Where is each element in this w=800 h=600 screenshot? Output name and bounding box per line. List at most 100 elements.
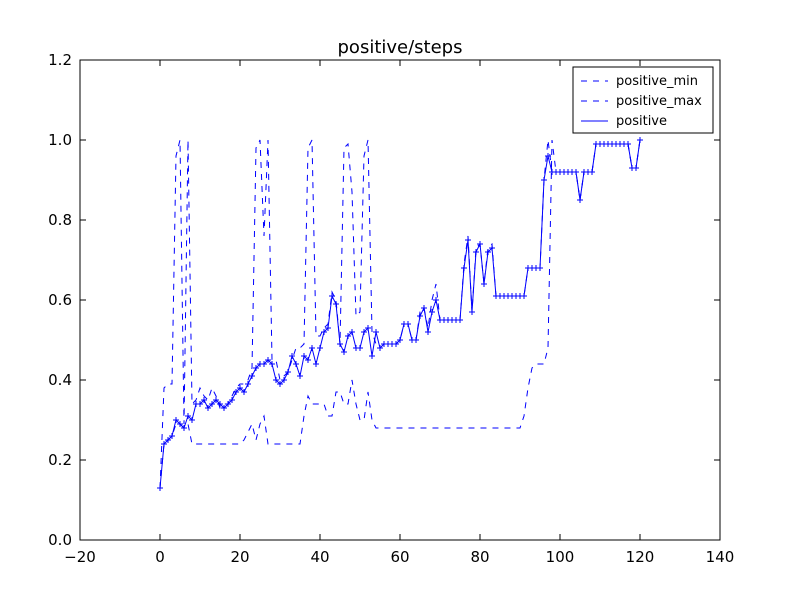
data-point [349, 329, 355, 335]
data-point [161, 441, 167, 447]
data-point [457, 317, 463, 323]
data-point [293, 361, 299, 367]
legend: positive_min positive_max positive [572, 66, 714, 134]
data-point [325, 325, 331, 331]
data-point [281, 377, 287, 383]
data-point [477, 241, 483, 247]
data-point [273, 377, 279, 383]
data-point [361, 329, 367, 335]
data-point [485, 249, 491, 255]
data-point [521, 293, 527, 299]
x-tick-label: −20 [64, 548, 96, 566]
data-point [229, 397, 235, 403]
data-point [169, 433, 175, 439]
data-point [265, 357, 271, 363]
data-point [573, 169, 579, 175]
y-tick-label: 0.0 [48, 531, 72, 549]
data-point [277, 381, 283, 387]
data-point [405, 321, 411, 327]
data-point [481, 281, 487, 287]
data-point [269, 361, 275, 367]
data-point [473, 249, 479, 255]
y-tick-label: 0.4 [48, 371, 72, 389]
data-point [625, 141, 631, 147]
data-point [393, 341, 399, 347]
y-tick-label: 0.6 [48, 291, 72, 309]
data-point [289, 353, 295, 359]
data-point [189, 417, 195, 423]
data-point [633, 165, 639, 171]
data-point [417, 313, 423, 319]
ticks-layer: −20 0 20 40 60 80 100 120 140 0.0 0.2 0.4 0.6 0.8 1.0 1… [48, 51, 734, 566]
data-point [469, 309, 475, 315]
data-point [305, 357, 311, 363]
data-point [241, 389, 247, 395]
y-tick-label: 1.0 [48, 131, 72, 149]
data-point [637, 137, 643, 143]
data-point [225, 401, 231, 407]
data-point [213, 397, 219, 403]
x-tick-label: 60 [390, 548, 409, 566]
data-point [541, 177, 547, 183]
data-point [261, 361, 267, 367]
data-point [317, 345, 323, 351]
data-point [217, 401, 223, 407]
data-point [221, 405, 227, 411]
data-point [301, 353, 307, 359]
y-tick-label: 1.2 [48, 51, 72, 69]
data-point [237, 385, 243, 391]
data-point [589, 169, 595, 175]
data-point [245, 381, 251, 387]
data-point [345, 333, 351, 339]
data-point [461, 265, 467, 271]
data-point [337, 341, 343, 347]
y-tick-label: 0.8 [48, 211, 72, 229]
data-point [249, 373, 255, 379]
data-point [341, 349, 347, 355]
data-point [177, 421, 183, 427]
data-point [173, 417, 179, 423]
x-tick-label: 40 [310, 548, 329, 566]
y-tick-label: 0.2 [48, 451, 72, 469]
data-point [165, 437, 171, 443]
x-tick-label: 120 [626, 548, 655, 566]
legend-box [572, 66, 714, 134]
data-point [185, 413, 191, 419]
data-point [205, 405, 211, 411]
data-point [369, 353, 375, 359]
data-point [197, 401, 203, 407]
data-point [181, 425, 187, 431]
data-point [413, 337, 419, 343]
data-point [329, 293, 335, 299]
data-point [465, 237, 471, 243]
data-point [537, 265, 543, 271]
data-point [333, 301, 339, 307]
data-point [209, 401, 215, 407]
data-point [429, 309, 435, 315]
series-layer [157, 137, 643, 491]
data-point [313, 361, 319, 367]
data-point [321, 329, 327, 335]
x-tick-label: 140 [706, 548, 735, 566]
data-point [377, 345, 383, 351]
chart-title: positive/steps [338, 37, 463, 58]
data-point [157, 485, 163, 491]
x-tick-label: 80 [470, 548, 489, 566]
legend-label: positive_min [616, 74, 698, 89]
data-point [309, 345, 315, 351]
data-point [297, 373, 303, 379]
data-point [253, 365, 259, 371]
data-point [357, 345, 363, 351]
data-point [577, 197, 583, 203]
data-point [489, 245, 495, 251]
legend-label: positive [616, 114, 667, 129]
x-tick-label: 100 [546, 548, 575, 566]
data-point [421, 305, 427, 311]
data-point [397, 337, 403, 343]
data-point [433, 297, 439, 303]
x-tick-label: 0 [155, 548, 165, 566]
legend-label: positive_max [616, 94, 702, 109]
data-point [233, 389, 239, 395]
data-point [201, 397, 207, 403]
data-point [545, 153, 551, 159]
